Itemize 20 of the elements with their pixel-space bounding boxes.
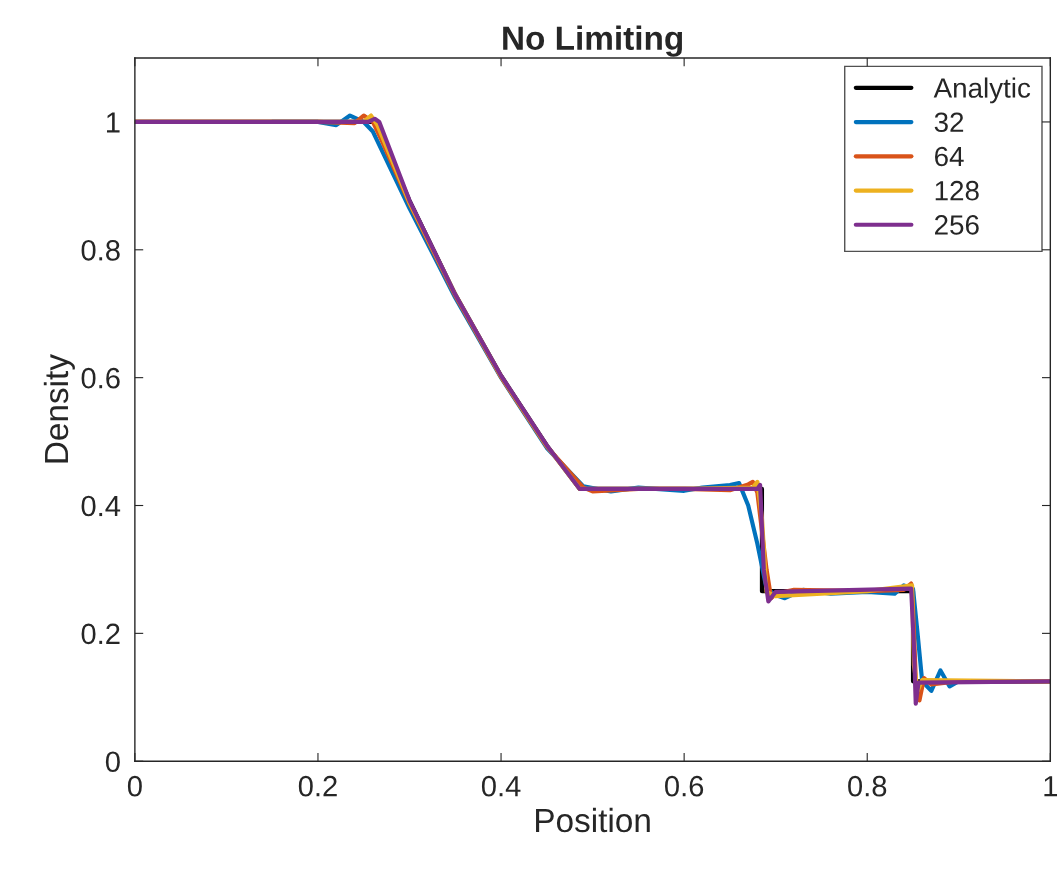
y-tick-label: 0.8 [81, 240, 120, 261]
x-tick-label: 0 [127, 775, 142, 797]
legend-label: 256 [935, 215, 979, 235]
x-tick-label: 0.6 [665, 775, 704, 797]
y-axis-title: Density [43, 354, 75, 463]
x-axis-title: Position [536, 807, 650, 833]
y-tick-label: 0.4 [81, 495, 121, 517]
y-tick-label: 0.2 [81, 623, 120, 645]
y-tick-label: 0.6 [81, 367, 120, 389]
x-tick-label: 0.4 [481, 775, 521, 797]
x-tick-label: 0.2 [298, 775, 337, 797]
legend-label: Analytic [933, 77, 1031, 104]
x-tick-label: 0.8 [848, 775, 887, 797]
legend-label: 64 [935, 146, 964, 167]
chart-title: No Limiting [503, 25, 683, 57]
legend-label: 128 [935, 180, 979, 201]
x-tick-label: 1 [1044, 776, 1058, 797]
y-tick-label: 1 [106, 112, 120, 133]
legend-label: 32 [934, 112, 964, 133]
y-tick-label: 0 [105, 751, 120, 773]
